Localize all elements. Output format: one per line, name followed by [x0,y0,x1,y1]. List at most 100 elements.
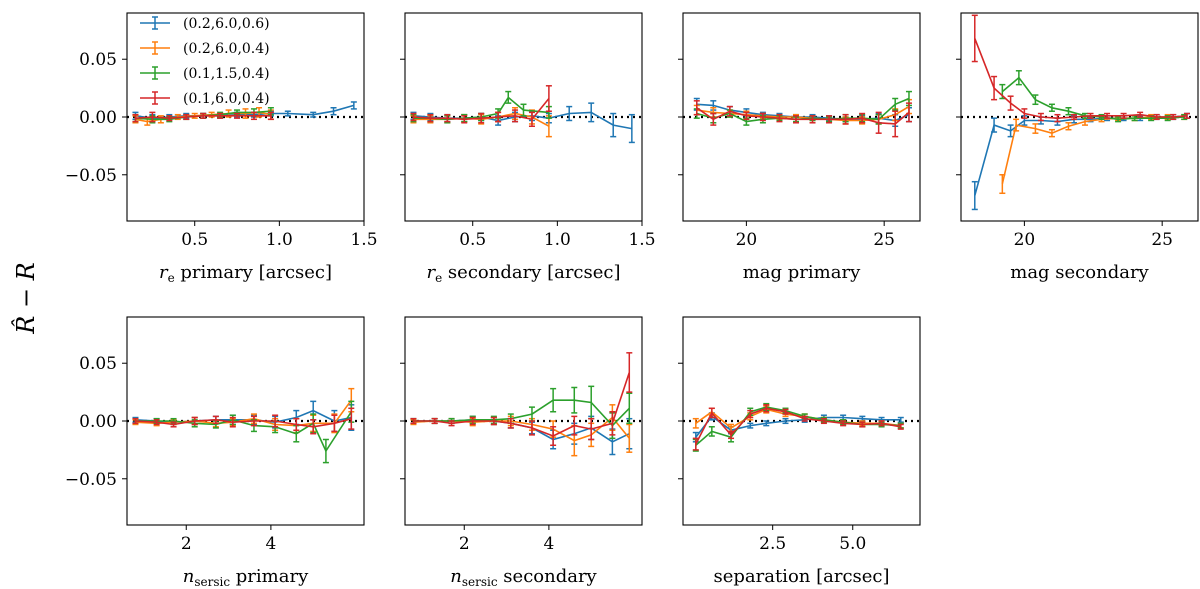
error-bar-point [250,415,257,427]
series-line-4 [974,38,1188,120]
x-tick-label: 1.5 [350,230,377,250]
error-bar-point [588,417,595,441]
error-bar-point [229,416,236,428]
series-line-4 [135,417,352,428]
x-axis-label: nsersic secondary [450,566,597,589]
x-tick-label: 4 [543,534,554,554]
error-bar-point [350,101,357,110]
error-bar-point [1015,70,1022,86]
y-tick-label: 0.00 [79,412,117,432]
error-bar-point [692,417,699,429]
error-bar-point [842,113,849,125]
error-bar-point [875,111,882,134]
error-bar-point [348,407,355,430]
x-tick-label: 2.5 [759,534,786,554]
error-bar-point [1054,113,1061,123]
x-axis-label: mag secondary [1010,262,1149,283]
error-bar-point [410,112,417,122]
error-bar-point [528,111,535,127]
error-bar-point [626,423,633,453]
error-bar-point [782,417,789,425]
error-bar-point [1007,95,1014,111]
x-axis-label: re secondary [arcsec] [426,262,620,285]
legend-item-2: (0.2,6.0,0.4) [140,41,270,57]
x-axis-label: mag primary [743,262,861,283]
error-bar-point [545,115,552,138]
error-bar-point [1104,112,1111,119]
series-line-3 [135,411,352,453]
error-bar-point [897,423,904,430]
y-tick-label: 0.05 [79,354,117,374]
error-bar-point [782,408,789,415]
error-bar-point [234,112,241,119]
x-tick-label: 1.5 [628,230,655,250]
error-bar-point [200,112,207,119]
error-bar-point [878,420,885,427]
error-bar-point [763,404,770,413]
error-bar-point [626,352,633,393]
y-tick-label: 0.00 [79,108,117,128]
error-bar-point [566,105,573,122]
error-bar-point [272,414,279,428]
error-bar-point [610,112,617,138]
y-tick-label: −0.05 [65,166,117,186]
error-bar-point [759,112,766,122]
error-bar-point [331,414,338,433]
error-bar-point [859,421,866,428]
error-bar-point [545,85,552,112]
error-bar-point [153,419,160,426]
error-bar-point [250,111,257,121]
error-bar-point [588,102,595,123]
x-axis-label: re primary [arcsec] [159,262,332,285]
legend-label: (0.1,1.5,0.4) [183,66,270,82]
error-bar-point [550,426,557,447]
error-bar-point [528,420,535,436]
error-bar-point [469,416,476,426]
x-axis-label: separation [arcsec] [713,566,889,587]
series-line-1 [974,115,1188,196]
error-bar-point [267,111,274,121]
error-bar-point [448,420,455,427]
error-bar-point [710,112,717,126]
error-bar-point [1115,116,1122,123]
legend-item-1: (0.2,6.0,0.6) [140,16,270,32]
error-bar-point [1153,113,1160,121]
series-line-4 [695,407,901,445]
error-bar-point [310,111,317,118]
legend-label: (0.1,6.0,0.4) [183,91,270,107]
error-bar-point [571,386,578,414]
error-bar-point [801,415,808,422]
error-bar-point [743,111,750,121]
series-line-2 [1001,116,1185,185]
shared-y-axis-label: R̂ − R [12,262,40,335]
series-group [692,402,904,452]
series-line-4 [696,107,910,125]
series-group [971,14,1190,211]
error-bar-point [1037,112,1044,122]
error-bar-point [1170,113,1177,121]
legend-label: (0.2,6.0,0.4) [183,41,270,57]
error-bar-point [1137,111,1144,118]
error-bar-point [322,438,329,464]
panel-7: 2.5 5.0 separation [arcsec] [678,316,921,587]
error-bar-point [132,113,139,123]
error-bar-point [520,103,527,117]
x-tick-label: 20 [736,230,758,250]
error-bar-point [726,105,733,117]
x-tick-label: 4 [265,534,276,554]
x-tick-label: 2 [181,534,192,554]
legend-item-4: (0.1,6.0,0.4) [140,91,270,107]
error-bar-point [505,90,512,104]
error-bar-point [747,422,754,429]
x-axis-label: nsersic primary [183,566,309,589]
error-bar-point [1087,112,1094,119]
error-bar-point [892,110,899,138]
series-group [410,352,633,457]
error-bar-point [693,100,700,116]
error-bar-point [330,107,337,116]
legend-item-3: (0.1,1.5,0.4) [140,66,270,82]
series-line-4 [413,372,631,437]
error-bar-point [626,392,633,425]
